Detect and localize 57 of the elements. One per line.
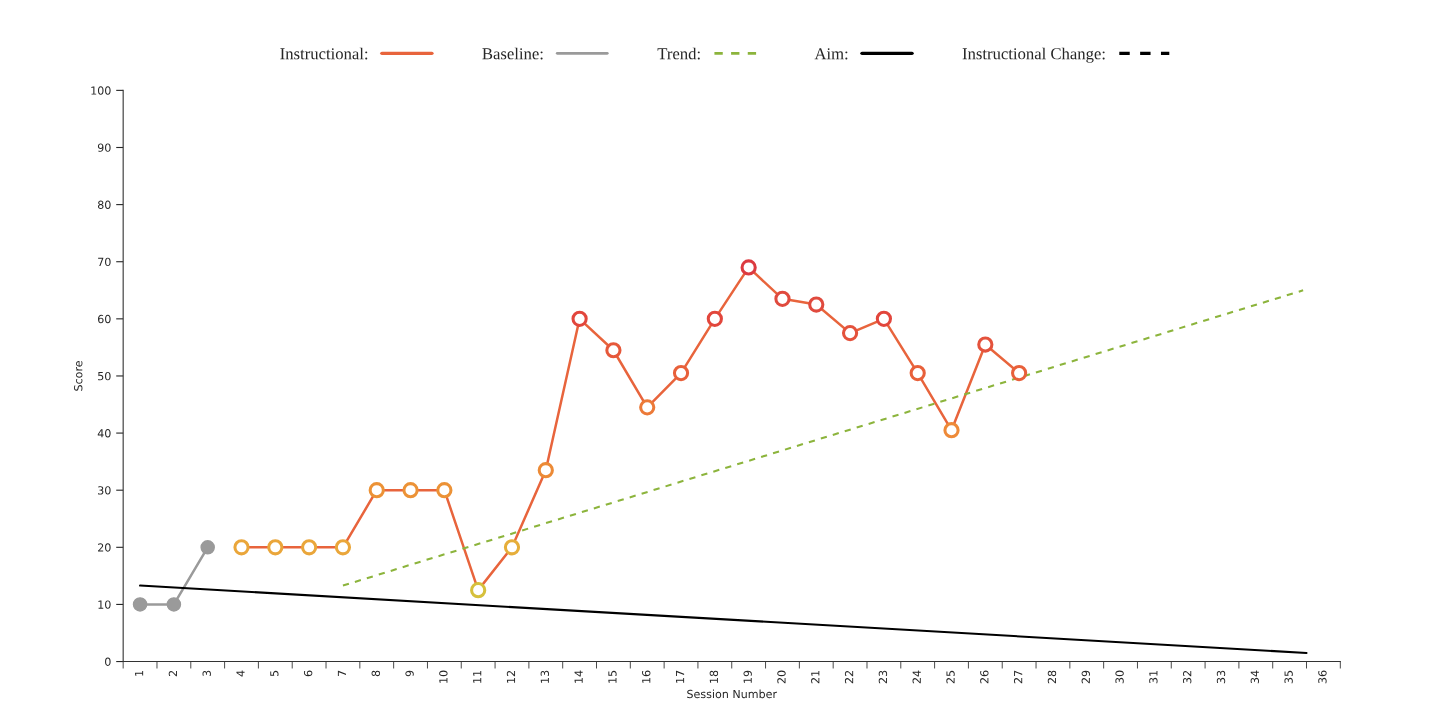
x-tick-label: 9 xyxy=(405,670,414,677)
x-tick-label: 16 xyxy=(642,670,651,683)
point xyxy=(166,597,182,612)
x-tick-label: 1 xyxy=(135,670,144,676)
y-tick-label: 50 xyxy=(98,371,111,381)
y-tick-label: 0 xyxy=(105,657,111,666)
x-tick-label: 2 xyxy=(168,670,177,677)
x-axis-title: Session Number xyxy=(687,689,778,699)
x-tick-label: 4 xyxy=(236,670,245,677)
x-tick-label: 25 xyxy=(946,670,955,684)
legend-label: Instructional Change: xyxy=(962,47,1105,63)
y-tick-label: 10 xyxy=(98,600,111,609)
x-tick-label: 24 xyxy=(912,670,921,684)
y-tick-label: 30 xyxy=(98,486,111,495)
legend-label: Aim: xyxy=(814,48,848,60)
x-tick-label: 35 xyxy=(1284,670,1293,684)
x-tick-label: 21 xyxy=(811,670,820,684)
x-tick-label: 20 xyxy=(777,670,786,684)
y-tick-label: 60 xyxy=(98,314,111,324)
y-tick-label: 80 xyxy=(97,200,111,209)
x-tick-label: 27 xyxy=(1013,670,1023,684)
x-tick-label: 28 xyxy=(1047,670,1057,684)
x-tick-label: 36 xyxy=(1318,670,1327,684)
y-tick-label: 90 xyxy=(97,143,111,152)
y-tick-label: 70 xyxy=(98,257,111,267)
point xyxy=(200,540,215,555)
x-tick-label: 13 xyxy=(540,670,550,683)
y-tick-label: 20 xyxy=(98,543,111,552)
legend-label: Trend: xyxy=(657,47,700,60)
x-tick-label: 32 xyxy=(1183,670,1192,684)
x-tick-label: 31 xyxy=(1149,670,1158,684)
x-tick-label: 26 xyxy=(980,670,989,684)
legend-label: Instructional: xyxy=(280,47,368,60)
x-tick-label: 19 xyxy=(743,670,752,683)
x-tick-label: 5 xyxy=(270,670,279,677)
x-tick-label: 29 xyxy=(1081,670,1090,684)
x-tick-label: 23 xyxy=(878,670,888,684)
x-tick-label: 30 xyxy=(1115,670,1124,684)
x-tick-label: 14 xyxy=(574,670,583,683)
x-tick-label: 8 xyxy=(371,670,380,677)
x-tick-label: 12 xyxy=(506,670,516,683)
x-tick-label: 18 xyxy=(709,670,719,683)
x-tick-label: 17 xyxy=(676,670,685,683)
x-tick-label: 22 xyxy=(844,670,854,684)
x-tick-label: 11 xyxy=(473,670,482,683)
y-tick-label: 40 xyxy=(97,429,111,438)
x-tick-label: 10 xyxy=(439,670,448,683)
x-tick-label: 3 xyxy=(202,670,211,677)
x-tick-label: 15 xyxy=(608,670,617,683)
point xyxy=(132,597,148,612)
y-axis-title: Score xyxy=(74,361,83,391)
x-tick-label: 6 xyxy=(303,670,313,677)
x-tick-label: 33 xyxy=(1216,670,1226,684)
legend-label: Baseline: xyxy=(482,47,543,60)
x-tick-label: 7 xyxy=(337,670,346,677)
x-tick-label: 34 xyxy=(1250,670,1260,684)
y-tick-label: 100 xyxy=(91,86,111,95)
